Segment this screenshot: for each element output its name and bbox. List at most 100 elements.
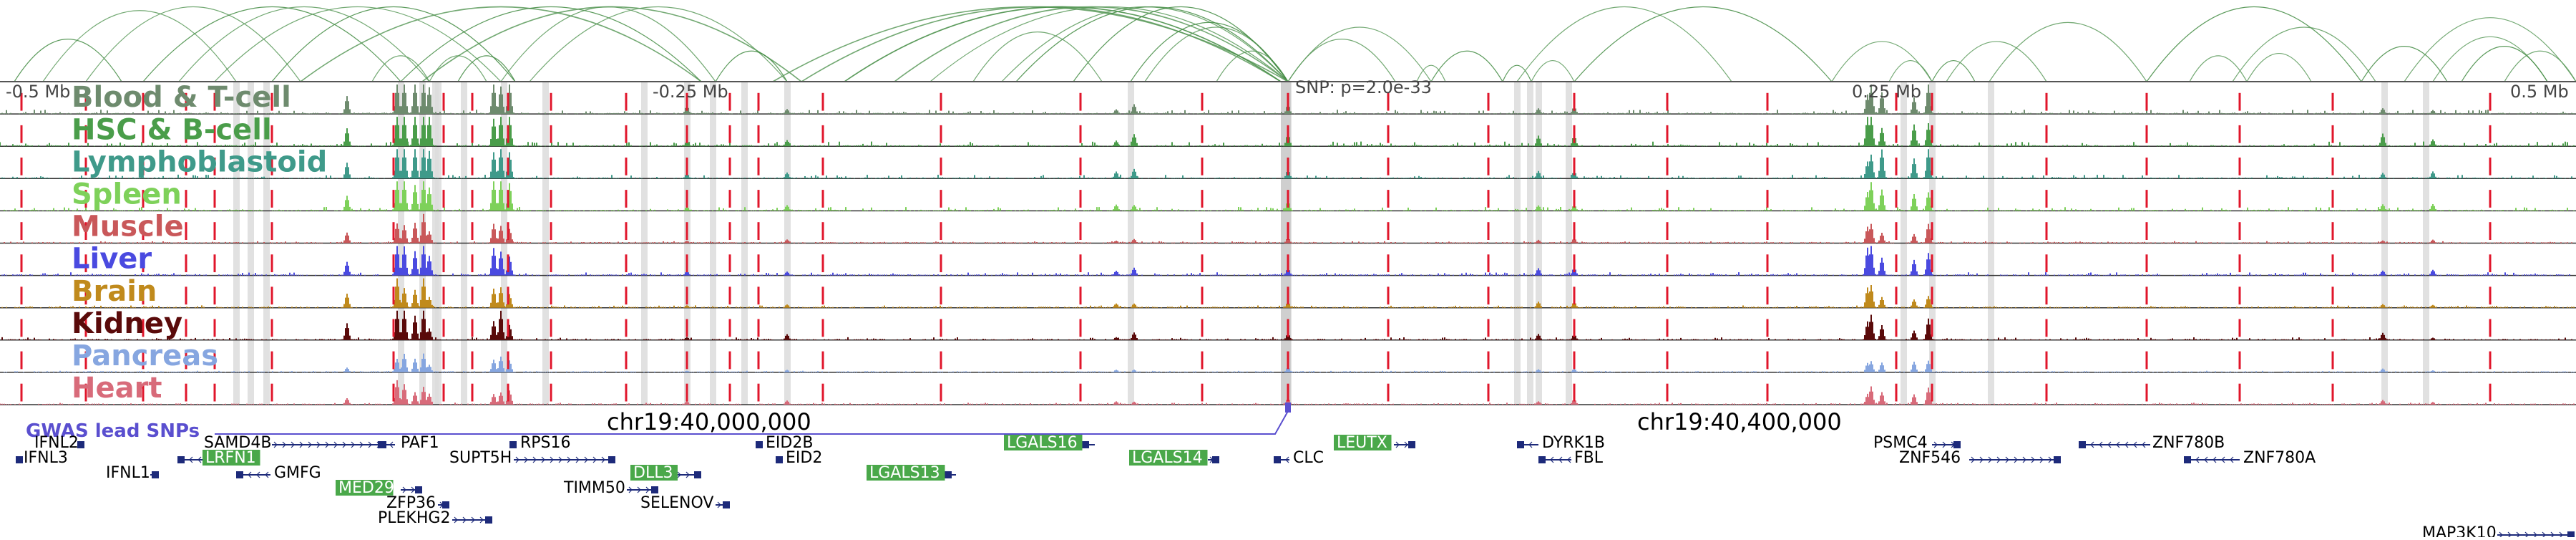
loop-arc xyxy=(371,55,430,82)
track-signal xyxy=(0,117,2575,147)
coordinate-left-label: chr19:40,000,000 xyxy=(607,408,811,435)
gene-exon xyxy=(152,471,159,478)
track-5 xyxy=(0,246,2576,276)
gene-znf780b[interactable]: ZNF780B xyxy=(2079,434,2225,452)
gene-label: LEUTX xyxy=(1337,434,1387,452)
gene-strand-arrows xyxy=(1971,456,2052,463)
loop-arc xyxy=(2504,50,2576,82)
gene-plekhg2[interactable]: PLEKHG2 xyxy=(378,509,492,527)
gene-strand-arrows xyxy=(273,441,381,448)
gene-label: EID2B xyxy=(766,434,813,452)
gene-exon xyxy=(77,441,84,448)
gene-dll3[interactable]: DLL3 xyxy=(630,464,701,482)
gene-label: IFNL3 xyxy=(24,449,68,467)
gene-exon xyxy=(945,471,952,478)
gene-med29[interactable]: MED29 xyxy=(336,479,422,497)
gene-lgals13[interactable]: LGALS13 xyxy=(867,464,956,482)
tissue-tracks xyxy=(0,81,2576,405)
gene-lgals16[interactable]: LGALS16 xyxy=(1004,434,1095,452)
gene-label: RPS16 xyxy=(520,434,571,452)
gene-exon xyxy=(1082,441,1089,448)
loop-arc xyxy=(529,6,788,82)
gene-exon xyxy=(2079,441,2086,448)
gene-label: GMFG xyxy=(274,464,321,482)
gene-map3k10[interactable]: MAP3K10 xyxy=(2422,524,2575,540)
gene-ifnl3[interactable]: IFNL3 xyxy=(16,449,68,467)
gene-exon xyxy=(608,456,615,463)
gene-ifnl1[interactable]: IFNL1 xyxy=(106,464,159,482)
gene-label: LGALS14 xyxy=(1132,449,1203,467)
gene-supt5h[interactable]: SUPT5H xyxy=(449,449,615,467)
track-0 xyxy=(0,85,2576,115)
track-signal xyxy=(4,353,2575,372)
gene-dyrk1b[interactable]: DYRK1B xyxy=(1517,434,1605,452)
track-label: Blood & T-cell xyxy=(72,81,291,114)
loop-arc xyxy=(972,32,1103,82)
gene-rps16[interactable]: RPS16 xyxy=(509,434,571,452)
gene-exon xyxy=(509,441,517,448)
loop-arc xyxy=(1287,39,1396,82)
gene-label: ZFP36 xyxy=(386,494,436,512)
gene-lrfn1[interactable]: LRFN1 xyxy=(177,449,260,467)
gene-label: PLEKHG2 xyxy=(378,509,450,527)
gene-zfp36[interactable]: ZFP36 xyxy=(386,494,449,512)
gene-paf1[interactable]: PAF1 xyxy=(378,434,439,452)
gene-lgals14[interactable]: LGALS14 xyxy=(1129,449,1219,467)
gene-timm50[interactable]: TIMM50 xyxy=(563,479,658,497)
gene-label: SUPT5H xyxy=(449,449,512,467)
loop-arc xyxy=(1130,21,1289,82)
gene-label: ZNF780B xyxy=(2152,434,2225,452)
loop-arc xyxy=(930,6,1289,82)
gene-exon xyxy=(442,501,449,508)
gene-eid2b[interactable]: EID2B xyxy=(756,434,813,452)
loop-arc xyxy=(42,10,237,82)
gene-gmfg[interactable]: GMFG xyxy=(236,464,321,482)
coordinate-right-label: chr19:40,400,000 xyxy=(1637,408,1842,435)
gene-fbl[interactable]: FBL xyxy=(1538,449,1604,467)
gene-leutx[interactable]: LEUTX xyxy=(1334,434,1415,452)
gene-label: LGALS16 xyxy=(1007,434,1078,452)
track-8 xyxy=(0,353,2576,373)
annotation-dashes xyxy=(20,92,2492,402)
gene-exon xyxy=(415,486,422,493)
gene-label: TIMM50 xyxy=(563,479,625,497)
loop-arc xyxy=(178,6,430,82)
loop-arc xyxy=(85,6,301,82)
snp-pvalue-label: SNP: p=2.0e-33 xyxy=(1295,77,1432,97)
track-label: Pancreas xyxy=(72,339,218,372)
loop-arc xyxy=(457,55,516,82)
gene-exon xyxy=(1274,456,1281,463)
loop-arc xyxy=(2232,26,2376,82)
track-signal xyxy=(0,85,2575,115)
gene-psmc4[interactable]: PSMC4 xyxy=(1873,434,1961,452)
gene-label: EID2 xyxy=(786,449,822,467)
gene-exon xyxy=(177,456,185,463)
gene-znf546[interactable]: ZNF546 xyxy=(1899,449,2061,467)
track-signal xyxy=(1,149,2572,179)
track-3 xyxy=(0,181,2576,212)
gene-exon xyxy=(2567,531,2575,539)
track-1 xyxy=(0,117,2576,147)
gene-selenov[interactable]: SELENOV xyxy=(640,494,730,512)
track-label: Spleen xyxy=(72,178,182,211)
track-4 xyxy=(0,213,2576,244)
gene-znf780a[interactable]: ZNF780A xyxy=(2184,449,2316,467)
loop-arc xyxy=(1574,6,1833,82)
gene-strand-arrows xyxy=(402,486,415,493)
track-2 xyxy=(0,149,2576,180)
loop-arc xyxy=(1989,21,2147,82)
track-signal xyxy=(0,380,2575,405)
loop-arc xyxy=(1531,60,1575,82)
gene-ifnl2[interactable]: IFNL2 xyxy=(34,434,84,452)
gene-eid2[interactable]: EID2 xyxy=(776,449,822,467)
loop-arc xyxy=(1931,60,1976,82)
gene-strand-arrows xyxy=(515,456,614,463)
gene-label: IFNL1 xyxy=(106,464,150,482)
gene-clc[interactable]: CLC xyxy=(1274,449,1324,467)
track-label: Liver xyxy=(72,243,152,276)
loop-arc xyxy=(1888,60,1933,82)
loop-arc xyxy=(2361,46,2448,82)
loop-arc xyxy=(2246,53,2312,82)
loop-arc xyxy=(142,6,401,82)
loop-arc xyxy=(1516,6,1732,82)
